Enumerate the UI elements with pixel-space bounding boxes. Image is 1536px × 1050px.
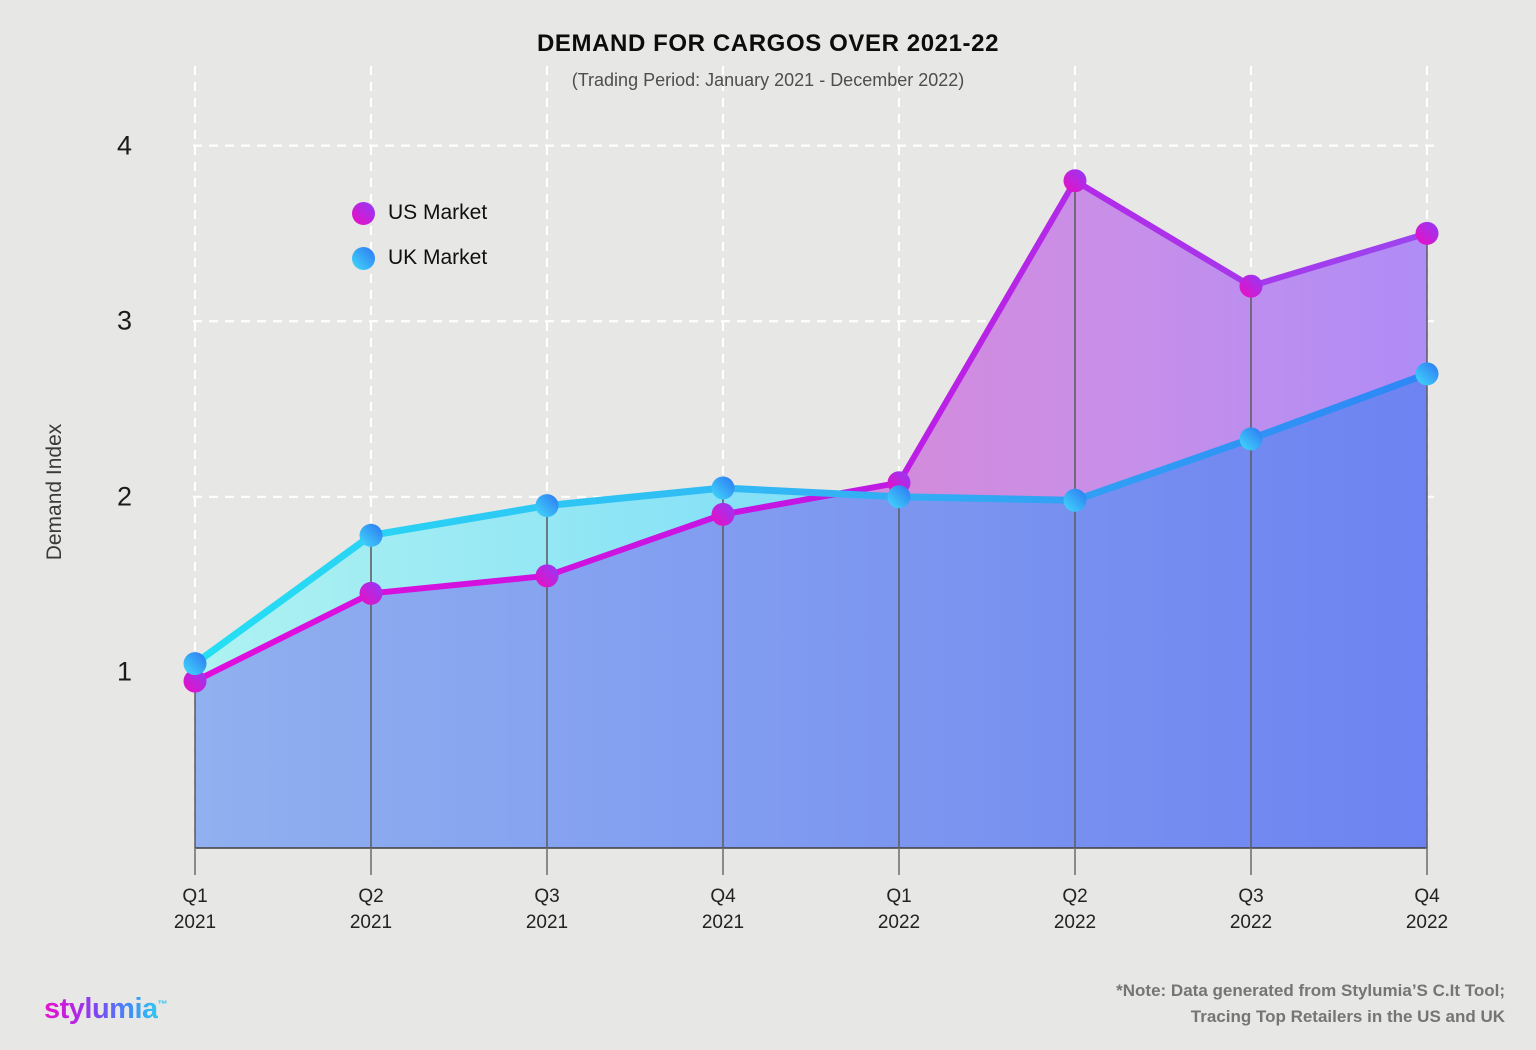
footnote: *Note: Data generated from Stylumia’S C.… [1116, 978, 1505, 1030]
legend-item-uk-market: UK Market [352, 246, 487, 270]
uk-market-point [1415, 362, 1439, 386]
uk-market-swatch-icon [352, 246, 375, 270]
x-tick-label: Q4 2021 [701, 886, 745, 933]
uk-market-point [1063, 488, 1087, 512]
us-market-point [1239, 274, 1263, 298]
trademark-icon: ™ [157, 999, 168, 1011]
area-fill-base-blue [195, 373, 1427, 848]
x-tick-label: Q3 2021 [525, 886, 569, 933]
y-tick-label: 1 [116, 656, 132, 687]
band-fill-us-over-uk-purple [837, 180, 1427, 501]
us-market-swatch-icon [352, 201, 375, 225]
uk-market-point [183, 652, 207, 676]
x-tick-label: Q1 2022 [877, 886, 921, 933]
us-market-point [1415, 221, 1439, 245]
chart-legend: US Market UK Market [352, 201, 487, 291]
uk-market-point [535, 494, 559, 518]
legend-item-us-market: US Market [352, 201, 487, 225]
uk-market-point [1239, 427, 1263, 451]
x-tick-label: Q2 2022 [1053, 886, 1097, 933]
uk-market-line [192, 370, 1429, 667]
y-tick-label: 4 [116, 130, 132, 161]
legend-label-us: US Market [388, 201, 488, 224]
us-market-point [535, 564, 559, 588]
us-market-point [183, 669, 207, 693]
chart-subtitle: (Trading Period: January 2021 - December… [571, 70, 965, 90]
us-market-point [711, 502, 735, 526]
y-axis-title: Demand Index [43, 423, 66, 561]
footnote-line-1: *Note: Data generated from Stylumia’S C.… [1116, 981, 1505, 1000]
uk-market-point [887, 485, 911, 509]
x-tick-label: Q2 2021 [349, 886, 393, 933]
y-tick-label: 3 [116, 305, 132, 336]
us-market-line [193, 177, 1428, 684]
band-fill-uk-over-us-cyan [195, 488, 838, 682]
chart-title: DEMAND FOR CARGOS OVER 2021-22 [536, 30, 1000, 57]
stylumia-logo: stylumia™ [44, 993, 168, 1026]
x-tick-label: Q3 2022 [1229, 886, 1273, 933]
chart-header: DEMAND FOR CARGOS OVER 2021-22 (Trading … [0, 0, 1536, 91]
y-tick-label: 2 [116, 481, 132, 512]
legend-label-uk: UK Market [388, 246, 488, 269]
x-tick-label: Q4 2022 [1405, 886, 1449, 933]
us-market-point [1063, 169, 1087, 193]
stylumia-logo-text: stylumia [44, 993, 158, 1025]
uk-market-point [711, 476, 735, 500]
us-market-point [359, 581, 383, 605]
uk-market-point [359, 523, 383, 547]
footnote-line-2: Tracing Top Retailers in the US and UK [1190, 1007, 1505, 1026]
x-tick-label: Q1 2021 [173, 886, 217, 933]
